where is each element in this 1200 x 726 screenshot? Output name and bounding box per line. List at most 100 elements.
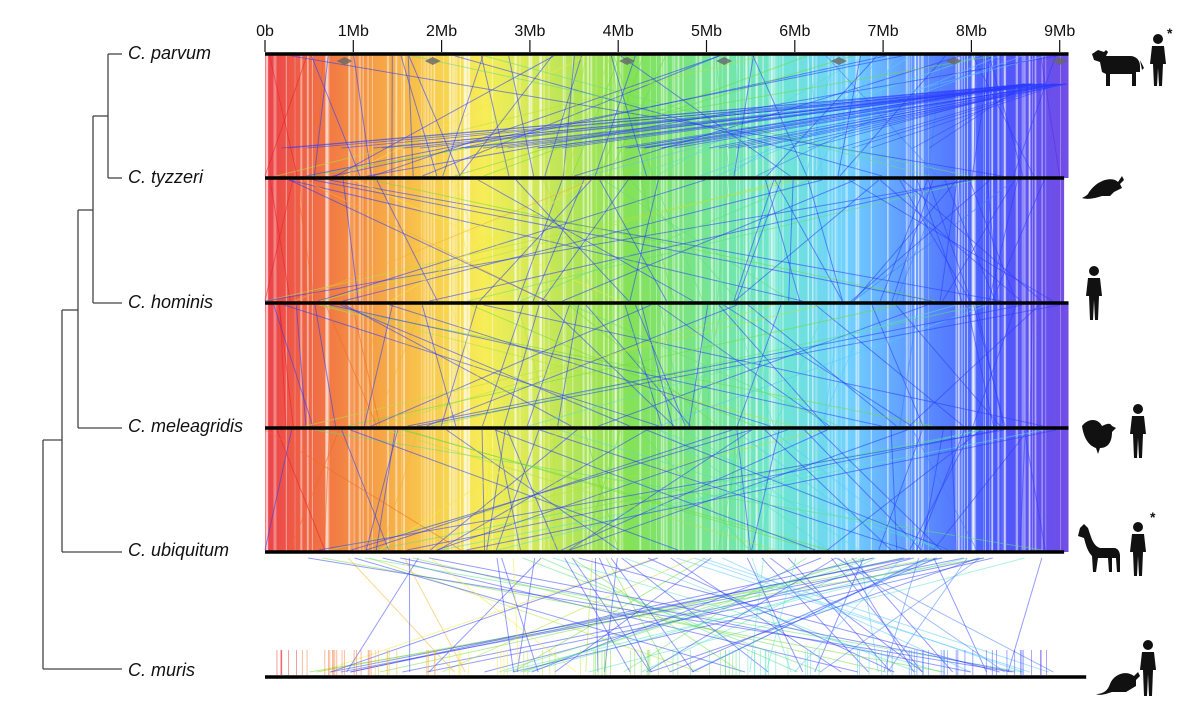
centromere-marker xyxy=(945,57,962,65)
synteny-link xyxy=(902,179,918,302)
muris-link xyxy=(512,557,520,673)
muris-link xyxy=(349,557,905,673)
synteny-link xyxy=(479,179,592,302)
synteny-link xyxy=(459,83,1045,149)
synteny-link xyxy=(325,304,378,427)
synteny-link xyxy=(944,179,996,302)
synteny-link xyxy=(346,304,898,427)
species-labels: C. parvum C. tyzzeri C. hominis C. melea… xyxy=(128,43,243,680)
synteny-link xyxy=(775,83,1055,149)
synteny-link xyxy=(482,304,524,427)
synteny-link xyxy=(717,429,743,551)
synteny-link xyxy=(734,429,899,551)
synteny-link xyxy=(294,179,592,302)
synteny-link xyxy=(986,179,999,302)
synteny-link xyxy=(804,429,922,551)
muris-link xyxy=(330,557,659,673)
synteny-link xyxy=(495,429,521,551)
synteny-link xyxy=(318,429,1004,551)
synteny-link xyxy=(289,429,340,551)
synteny-link xyxy=(912,429,978,551)
synteny-link xyxy=(895,304,1001,427)
synteny-link xyxy=(975,304,1004,427)
axis-tick-label: 5Mb xyxy=(691,23,722,40)
synteny-link xyxy=(825,55,938,177)
synteny-link xyxy=(323,429,330,551)
synteny-link xyxy=(278,304,294,427)
synteny-link xyxy=(288,179,803,302)
synteny-link xyxy=(539,429,908,551)
synteny-link xyxy=(571,55,621,177)
synteny-link xyxy=(503,304,540,427)
synteny-link xyxy=(853,179,1015,302)
synteny-link xyxy=(453,179,499,302)
synteny-link xyxy=(839,55,946,177)
synteny-link xyxy=(564,55,611,177)
synteny-link xyxy=(716,179,730,302)
synteny-link xyxy=(507,83,1025,149)
synteny-link xyxy=(379,304,773,427)
muris-link xyxy=(382,557,859,673)
synteny-link xyxy=(351,429,752,551)
synteny-link xyxy=(734,179,880,302)
synteny-link xyxy=(429,179,967,302)
synteny-link xyxy=(276,429,326,551)
human-icon xyxy=(1150,34,1166,86)
synteny-link xyxy=(640,179,675,302)
chromosome-bars xyxy=(265,52,1087,679)
synteny-link xyxy=(569,429,908,551)
muris-link xyxy=(400,557,971,673)
synteny-link xyxy=(878,429,923,551)
synteny-link xyxy=(372,55,720,177)
synteny-link xyxy=(329,429,823,551)
synteny-link xyxy=(933,429,1029,551)
synteny-link xyxy=(973,304,1006,427)
synteny-link xyxy=(408,55,461,177)
synteny-link xyxy=(508,55,535,177)
synteny-link xyxy=(311,55,361,177)
synteny-link xyxy=(1019,429,1026,551)
synteny-link xyxy=(971,55,991,177)
synteny-link xyxy=(381,429,419,551)
muris-link xyxy=(647,557,895,673)
synteny-link xyxy=(407,429,999,551)
synteny-link xyxy=(264,429,293,551)
axis-tick-label: 1Mb xyxy=(338,23,369,40)
synteny-link xyxy=(805,55,835,177)
species-label-hominis: C. hominis xyxy=(128,292,213,312)
zoonotic-star: * xyxy=(1167,25,1173,41)
synteny-link xyxy=(612,55,625,177)
synteny-link xyxy=(736,304,782,427)
axis-tick-label: 7Mb xyxy=(868,23,899,40)
synteny-link xyxy=(480,55,510,177)
synteny-link xyxy=(850,179,991,302)
synteny-link xyxy=(335,55,554,177)
synteny-link xyxy=(416,304,1060,427)
synteny-link xyxy=(927,55,944,177)
muris-link xyxy=(843,557,915,673)
synteny-link xyxy=(870,83,1061,149)
synteny-link xyxy=(374,304,423,427)
muris-link xyxy=(588,557,1025,673)
synteny-link xyxy=(528,304,957,427)
synteny-link xyxy=(440,304,478,427)
synteny-link xyxy=(789,83,1055,149)
synteny-link xyxy=(823,304,841,427)
synteny-link xyxy=(972,55,1035,177)
synteny-link xyxy=(506,429,558,551)
centromere-markers xyxy=(336,57,1068,65)
muris-link xyxy=(649,557,979,673)
synteny-link xyxy=(765,179,801,302)
muris-link xyxy=(605,557,671,673)
synteny-link xyxy=(541,179,629,302)
synteny-link xyxy=(430,429,578,551)
synteny-link xyxy=(942,179,1016,302)
synteny-link xyxy=(852,83,1058,149)
host-icons: * * xyxy=(1078,25,1173,696)
synteny-link xyxy=(939,179,958,302)
synteny-link xyxy=(264,179,294,302)
centromere-marker xyxy=(619,57,636,65)
synteny-link xyxy=(814,55,878,177)
synteny-link xyxy=(610,55,648,177)
